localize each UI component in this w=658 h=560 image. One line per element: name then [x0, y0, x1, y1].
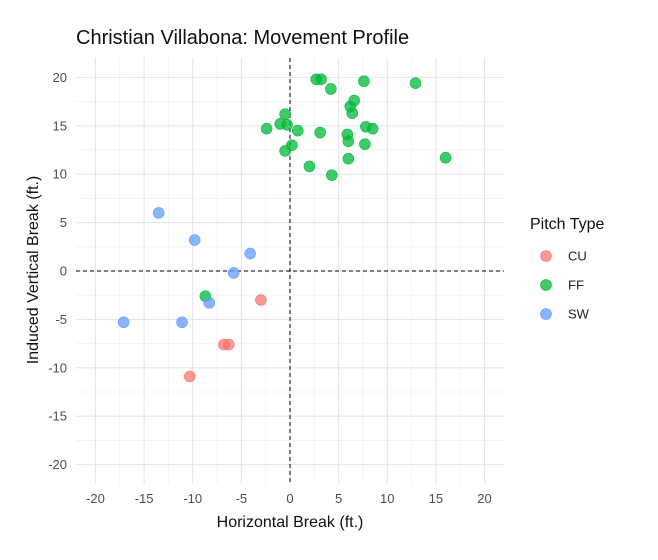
- legend-label-ff: FF: [568, 278, 584, 293]
- legend-label-cu: CU: [568, 249, 587, 264]
- y-tick-label: 20: [53, 70, 67, 85]
- chart-title: Christian Villabona: Movement Profile: [76, 27, 409, 49]
- x-axis-title: Horizontal Break (ft.): [217, 514, 364, 531]
- point-ff: [315, 73, 327, 86]
- point-ff: [346, 107, 359, 119]
- legend-label-sw: SW: [568, 307, 590, 322]
- x-tick-label: 0: [286, 491, 293, 506]
- point-ff: [342, 152, 355, 165]
- y-tick-label: 10: [53, 167, 67, 182]
- point-cu: [255, 294, 267, 306]
- point-ff: [279, 145, 291, 157]
- x-tick-label: -20: [86, 491, 105, 506]
- point-ff: [291, 124, 304, 137]
- x-tick-label: 10: [380, 491, 394, 506]
- y-tick-label: 15: [53, 118, 67, 133]
- x-tick-label: 20: [477, 491, 491, 506]
- point-sw: [188, 234, 201, 246]
- x-axis-ticks: -20 -15 -10 -5 0 5 10 15 20: [86, 491, 492, 506]
- point-ff: [303, 160, 316, 173]
- point-ff: [281, 119, 293, 131]
- point-ff: [325, 83, 337, 95]
- point-ff: [358, 75, 370, 88]
- point-ff: [326, 169, 338, 181]
- legend: Pitch Type CU FF SW: [530, 216, 605, 322]
- x-tick-label: -10: [183, 491, 202, 506]
- point-ff: [260, 122, 273, 135]
- y-tick-label: -20: [48, 457, 67, 472]
- data-points: [117, 73, 452, 383]
- legend-title: Pitch Type: [530, 216, 605, 233]
- point-ff: [366, 122, 379, 135]
- y-tick-label: -5: [55, 312, 67, 327]
- y-tick-label: -15: [48, 409, 67, 424]
- point-sw: [117, 316, 130, 329]
- y-tick-label: -10: [48, 360, 67, 375]
- point-ff: [314, 126, 326, 139]
- point-sw: [244, 247, 256, 260]
- y-tick-label: 0: [60, 264, 67, 279]
- point-cu: [184, 370, 196, 383]
- point-sw: [203, 297, 216, 309]
- point-ff: [342, 135, 355, 148]
- point-sw: [176, 316, 188, 329]
- x-tick-label: 15: [429, 491, 443, 506]
- point-ff: [279, 108, 291, 120]
- y-tick-label: 5: [60, 215, 67, 230]
- x-tick-label: 5: [335, 491, 342, 506]
- y-axis-title: Induced Vertical Break (ft.): [25, 176, 42, 365]
- legend-key-sw: [540, 308, 552, 320]
- legend-key-ff: [540, 279, 552, 291]
- legend-key-cu: [540, 250, 552, 262]
- point-ff: [439, 151, 452, 164]
- point-sw: [152, 207, 165, 219]
- x-tick-label: -15: [135, 491, 154, 506]
- point-ff: [409, 77, 422, 89]
- point-ff: [359, 138, 371, 150]
- point-sw: [227, 267, 240, 279]
- point-cu: [222, 338, 235, 351]
- x-tick-label: -5: [236, 491, 248, 506]
- y-axis-ticks: -20 -15 -10 -5 0 5 10 15 20: [48, 70, 67, 472]
